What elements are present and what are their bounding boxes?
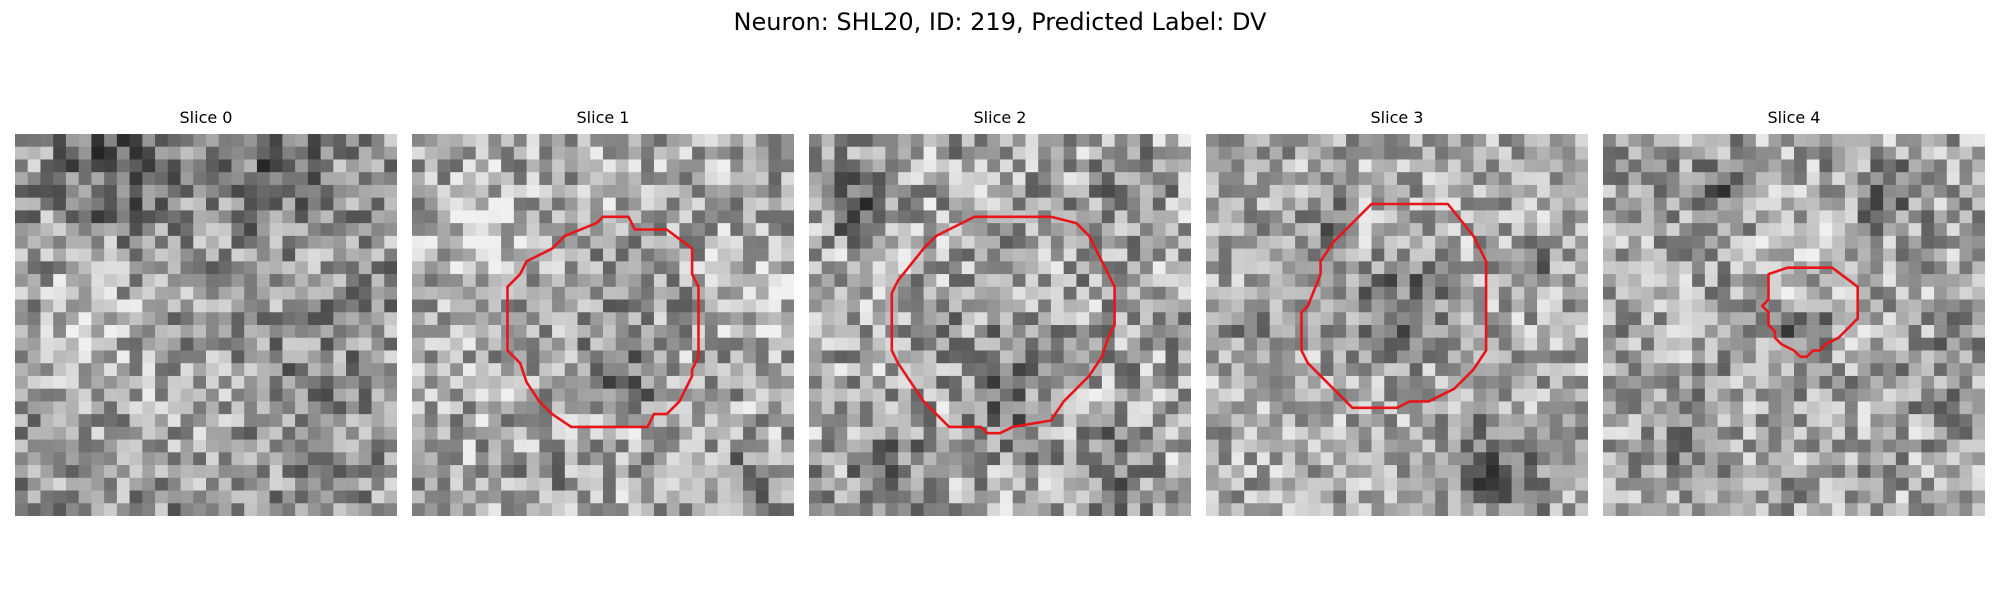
slice-title-0: Slice 0 <box>179 108 233 127</box>
slice-title-2: Slice 2 <box>973 108 1027 127</box>
contour-outline-3 <box>1300 202 1488 410</box>
slice-image-3 <box>1206 134 1588 516</box>
contour-outline-2 <box>890 215 1116 435</box>
slice-title-4: Slice 4 <box>1767 108 1821 127</box>
figure-title: Neuron: SHL20, ID: 219, Predicted Label:… <box>733 8 1267 36</box>
contour-outline-1 <box>506 215 700 429</box>
slice-image-1 <box>412 134 794 516</box>
slice-image-0 <box>15 134 397 516</box>
slice-title-1: Slice 1 <box>576 108 630 127</box>
slice-image-2 <box>809 134 1191 516</box>
contour-outline-4 <box>1760 266 1859 359</box>
slice-image-4 <box>1603 134 1985 516</box>
slice-title-3: Slice 3 <box>1370 108 1424 127</box>
